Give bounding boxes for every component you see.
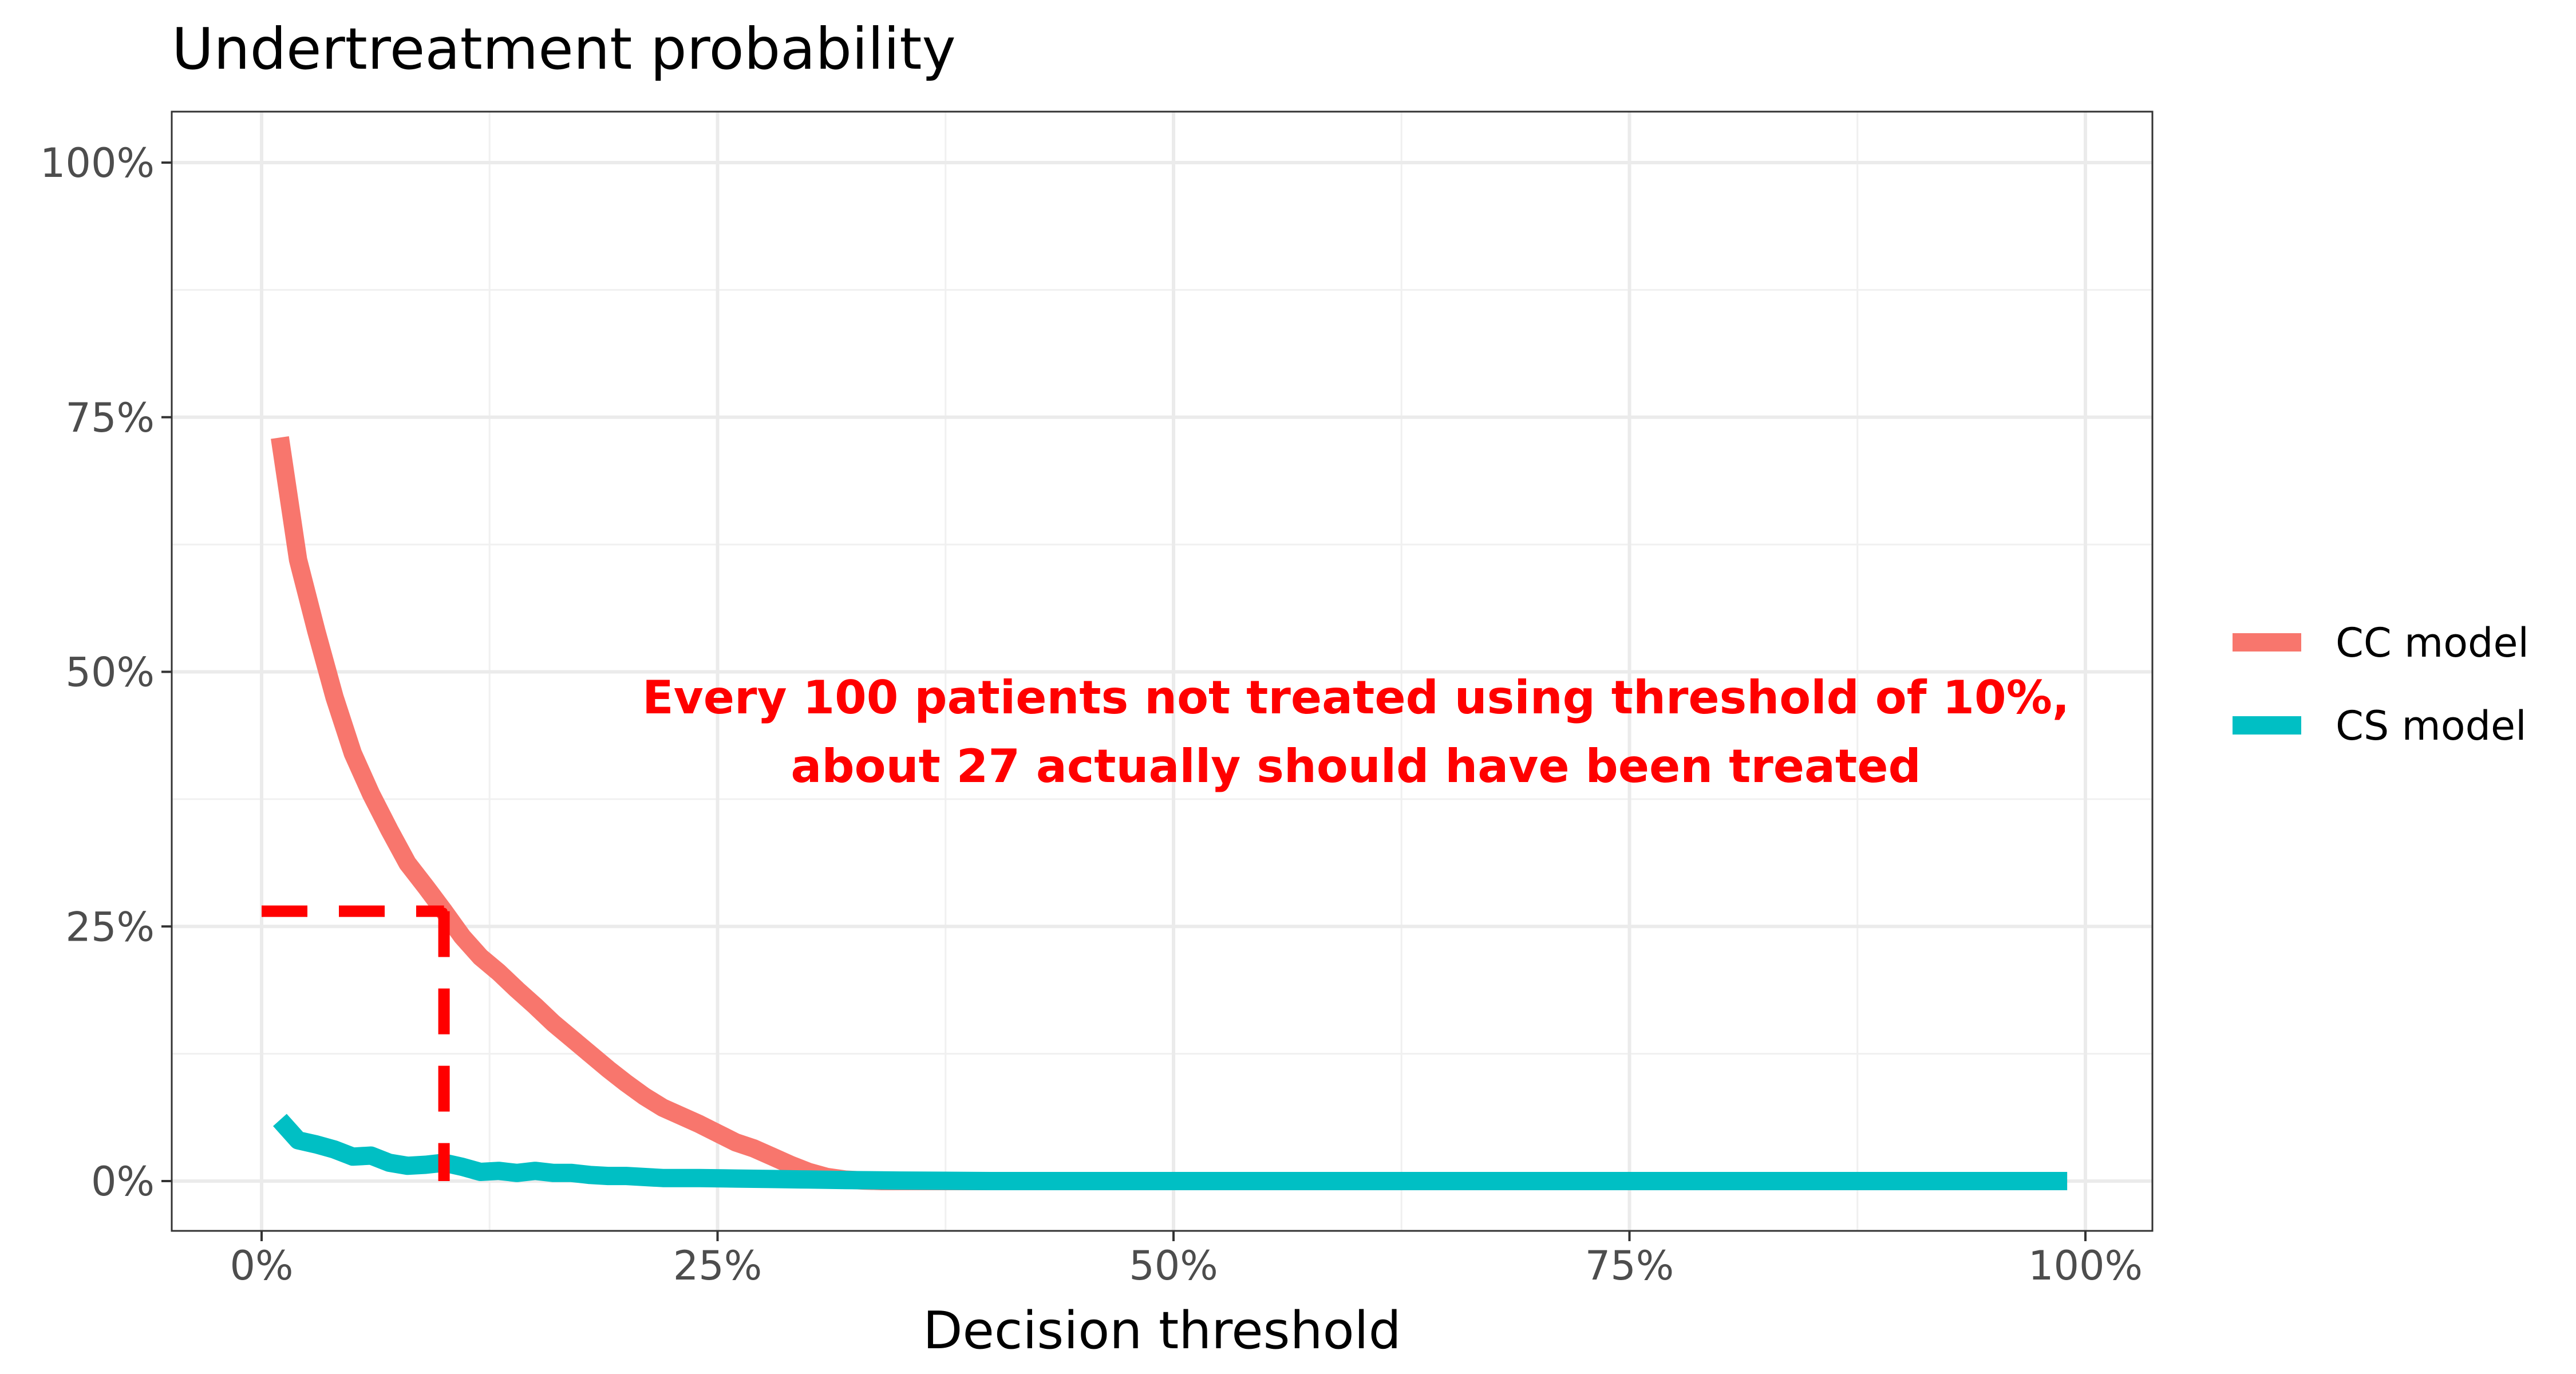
legend: CC model CS model	[2233, 619, 2529, 749]
x-axis-title: Decision threshold	[923, 1301, 1401, 1361]
reference-layer	[262, 905, 450, 1181]
x-tick-label: 50%	[1129, 1242, 1218, 1289]
y-tick-label: 75%	[65, 394, 155, 441]
major-gridlines	[172, 112, 2152, 1231]
x-tick-label: 75%	[1585, 1242, 1674, 1289]
x-tick-label: 25%	[673, 1242, 762, 1289]
x-tick-label: 100%	[2028, 1242, 2143, 1289]
y-tick-label: 100%	[40, 140, 155, 187]
legend-label-cs: CS model	[2336, 702, 2527, 749]
y-tick-label: 0%	[91, 1158, 155, 1205]
legend-label-cc: CC model	[2336, 619, 2529, 666]
annotation-line-2: about 27 actually should have been treat…	[791, 740, 1921, 793]
x-tick-label: 0%	[230, 1242, 293, 1289]
x-axis: 0% 25% 50% 75% 100%	[230, 1231, 2143, 1289]
chart-title: Undertreatment probability	[172, 15, 956, 82]
cs-model-line	[272, 1114, 2068, 1190]
series-layer	[271, 436, 2068, 1190]
y-axis: 0% 25% 50% 75% 100%	[40, 140, 172, 1205]
annotation: Every 100 patients not treated using thr…	[642, 671, 2069, 793]
y-tick-label: 50%	[65, 649, 155, 696]
y-tick-label: 25%	[65, 903, 155, 950]
reference-point	[440, 907, 448, 915]
annotation-line-1: Every 100 patients not treated using thr…	[642, 671, 2069, 724]
